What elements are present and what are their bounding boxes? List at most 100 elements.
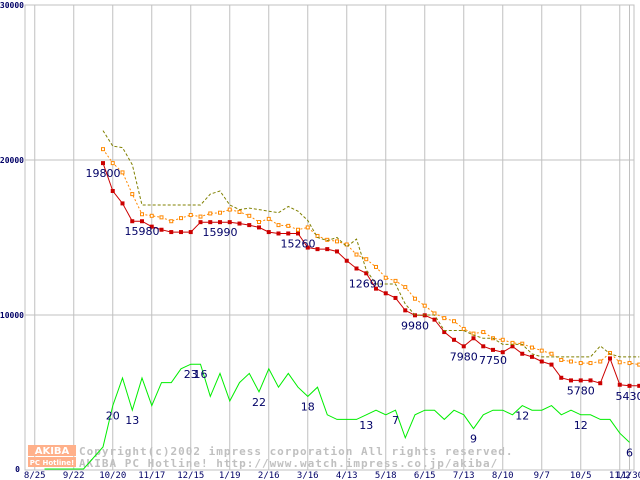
min-price-marker (569, 378, 573, 383)
avg-price-marker (559, 357, 564, 362)
min-price-marker (218, 220, 222, 225)
series-line-maximum-price (102, 130, 640, 358)
avg-price-marker (354, 252, 359, 257)
avg-price-marker (617, 360, 622, 365)
shop-count-label: 9 (470, 433, 477, 446)
price-label: 15990 (203, 226, 238, 239)
x-tick-label: 11/17 (138, 471, 165, 480)
avg-price-marker (266, 216, 271, 221)
avg-price-marker (627, 361, 632, 366)
min-price-marker (500, 350, 505, 355)
avg-price-marker (296, 227, 300, 232)
x-tick-label: 1/19 (219, 471, 241, 480)
shop-count-label: 13 (359, 419, 373, 432)
min-price-marker (149, 224, 154, 229)
akiba-logo: AKIBA PC Hotline! (28, 445, 76, 467)
min-price-marker (393, 295, 398, 300)
avg-price-marker (588, 361, 593, 366)
min-price-marker (335, 249, 339, 254)
series-lines (44, 130, 640, 470)
min-price-marker (120, 201, 125, 206)
avg-price-marker (218, 210, 222, 215)
avg-price-marker (500, 337, 505, 342)
copyright-watermark: AKIBA PC Hotline! Copyright(c)2002 impre… (28, 445, 514, 470)
x-tick-label: 7/13 (453, 471, 475, 480)
avg-price-marker (110, 161, 115, 166)
min-price-marker (608, 356, 612, 361)
data-labels: 19800 15980 15990 15260 12690 9980 7980 7750 578… (86, 167, 640, 459)
x-tick-label: 8/10 (492, 471, 514, 480)
avg-price-marker (179, 216, 183, 221)
x-tick-label: 10/5 (570, 471, 592, 480)
min-price-marker (159, 227, 164, 232)
x-tick-label: 2/16 (258, 471, 280, 480)
avg-price-marker (286, 223, 291, 228)
grid-lines (24, 4, 635, 471)
min-price-marker (510, 344, 515, 349)
avg-price-marker (393, 278, 398, 283)
y-tick-label: 10000 (0, 311, 24, 320)
shop-count-label: 20 (106, 410, 120, 423)
avg-price-marker (413, 296, 417, 301)
x-tick-label: 10/20 (99, 471, 126, 480)
shop-count-label: 7 (392, 414, 399, 427)
min-price-marker (169, 230, 174, 235)
min-price-marker (110, 189, 115, 193)
avg-price-marker (461, 326, 466, 331)
avg-price-marker (140, 212, 144, 217)
min-price-marker (286, 231, 291, 236)
min-price-marker (130, 219, 135, 224)
x-tick-label: 9/22 (63, 471, 85, 480)
avg-price-marker (403, 285, 408, 290)
min-price-marker (549, 362, 554, 367)
avg-price-marker (227, 207, 232, 212)
min-price-marker (627, 383, 632, 388)
min-price-marker (101, 161, 105, 166)
shop-count-label: 18 (301, 400, 315, 413)
min-price-marker (461, 344, 466, 349)
price-label: 5780 (567, 384, 595, 397)
x-tick-label: 8/25 (24, 471, 46, 480)
min-price-marker (208, 220, 213, 225)
min-price-marker (617, 382, 622, 387)
avg-price-marker (130, 192, 135, 197)
shop-count-label: 22 (252, 396, 266, 409)
avg-price-marker (120, 170, 125, 175)
min-price-marker (403, 308, 408, 313)
y-tick-label: 30000 (0, 1, 24, 10)
min-price-marker (481, 344, 486, 349)
min-price-marker (198, 220, 203, 225)
min-price-marker (315, 247, 320, 252)
x-axis-ticks: 8/25 9/22 10/20 11/17 12/15 1/19 2/16 3/16 4/13 5… (24, 471, 640, 480)
avg-price-marker (344, 242, 349, 247)
min-price-marker (276, 231, 281, 236)
min-price-marker (452, 337, 456, 342)
avg-price-marker (305, 225, 310, 230)
min-price-marker (266, 230, 271, 235)
avg-price-marker (539, 348, 544, 353)
avg-price-marker (452, 319, 456, 324)
avg-price-marker (237, 209, 242, 214)
avg-price-marker (549, 351, 554, 356)
x-tick-label: 3/16 (297, 471, 319, 480)
shop-count-label: 16 (194, 368, 208, 381)
x-tick-label: 9/7 (534, 471, 550, 480)
avg-price-marker (598, 359, 603, 364)
min-price-marker (247, 223, 252, 228)
min-price-marker (598, 381, 603, 386)
min-price-marker (578, 378, 583, 383)
min-price-marker (471, 336, 476, 341)
copyright-line: Copyright(c)2002 impress corporation All… (79, 445, 514, 458)
price-label: 7980 (450, 350, 478, 363)
min-price-marker (325, 247, 330, 252)
min-price-marker (344, 258, 349, 263)
x-tick-label: 12/15 (177, 471, 204, 480)
min-price-marker (520, 351, 525, 356)
min-price-marker (227, 220, 232, 225)
avg-price-marker (188, 213, 193, 218)
series-line-average-price (102, 148, 640, 366)
y-axis-ticks: 0 10000 20000 30000 (0, 1, 24, 474)
price-label: 9980 (401, 319, 429, 332)
min-price-marker (305, 245, 310, 250)
min-price-marker (354, 266, 359, 271)
